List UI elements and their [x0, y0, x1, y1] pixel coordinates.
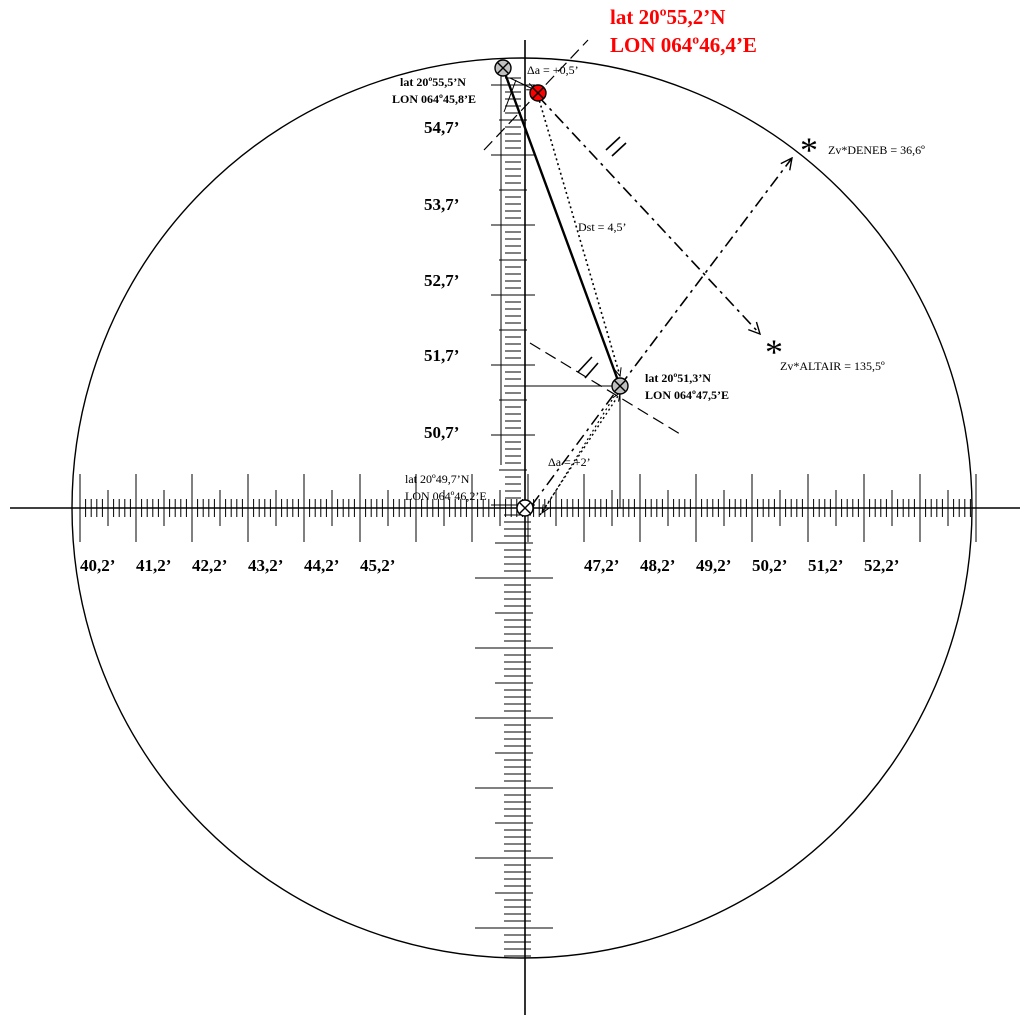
position-2-marker: [611, 377, 629, 395]
lat-tick-label: 50,7’: [424, 423, 459, 442]
delta-a-2-label: Δa = +2’: [548, 455, 591, 469]
delta-a-arrow: [509, 77, 535, 90]
lop-lower-dashed: [529, 342, 681, 435]
altair-label: Zv*ALTAIR = 135,5º: [780, 359, 885, 373]
course-line-side: [503, 79, 517, 113]
position-3-lon-label: LON 064º45,8’E: [392, 92, 476, 106]
deneb-label: Zv*DENEB = 36,6º: [828, 143, 925, 157]
parallel-mark: [611, 142, 627, 157]
star-icon-altair: *: [765, 332, 783, 372]
lon-tick-label: 41,2’: [136, 556, 171, 575]
origin-dotted-line: [539, 393, 620, 516]
lon-tick-label: 43,2’: [248, 556, 283, 575]
lon-tick-label: 52,2’: [864, 556, 899, 575]
fix-marker: [529, 84, 547, 102]
delta-a-1-label: Δa = +0,5’: [527, 63, 579, 77]
lon-tick-label: 42,2’: [192, 556, 227, 575]
parallel-mark: [577, 356, 593, 373]
distance-line: [537, 95, 620, 376]
altair-bearing-line: [537, 95, 760, 334]
position-3-lat-label: lat 20º55,5’N: [400, 75, 466, 89]
parallel-mark: [584, 362, 599, 379]
lat-tick-label: 54,7’: [424, 118, 459, 137]
longitude-ticks: [79, 474, 977, 542]
fix-lat-label: lat 20º55,2’N: [610, 5, 725, 29]
lon-tick-label: 48,2’: [640, 556, 675, 575]
origin-dotted-arrow: [542, 399, 613, 513]
lat-tick-label: 53,7’: [424, 195, 459, 214]
lat-tick-label: 51,7’: [424, 346, 459, 365]
lon-tick-label: 51,2’: [808, 556, 843, 575]
position-3-marker: [494, 59, 512, 77]
lon-tick-label: 50,2’: [752, 556, 787, 575]
position-2-lon-label: LON 064º47,5’E: [645, 388, 729, 402]
star-icon-deneb: *: [800, 130, 818, 170]
lon-tick-label: 45,2’: [360, 556, 395, 575]
distance-label: Dst = 4,5’: [578, 220, 626, 234]
position-2-lat-label: lat 20º51,3’N: [645, 371, 711, 385]
origin-lon-label: LON 064º46,2’E: [405, 489, 487, 503]
course-line: [501, 67, 622, 387]
fix-lon-label: LON 064º46,4’E: [610, 33, 757, 57]
origin-lat-label: lat 20º49,7’N: [405, 472, 470, 486]
lon-tick-label: 40,2’: [80, 556, 115, 575]
deneb-bearing-lower: [531, 385, 621, 506]
parallel-mark: [605, 136, 621, 151]
lon-tick-label: 47,2’: [584, 556, 619, 575]
latitude-labels: 54,7’ 53,7’ 52,7’ 51,7’ 50,7’: [424, 118, 459, 442]
origin-marker: [516, 499, 534, 517]
longitude-labels: 40,2’ 41,2’ 42,2’ 43,2’ 44,2’ 45,2’ 47,2’ 48,2’…: [80, 556, 899, 575]
deneb-bearing-line: [619, 158, 792, 387]
latitude-ticks: [475, 77, 553, 957]
lat-tick-label: 52,7’: [424, 271, 459, 290]
lon-tick-label: 44,2’: [304, 556, 339, 575]
lon-tick-label: 49,2’: [696, 556, 731, 575]
